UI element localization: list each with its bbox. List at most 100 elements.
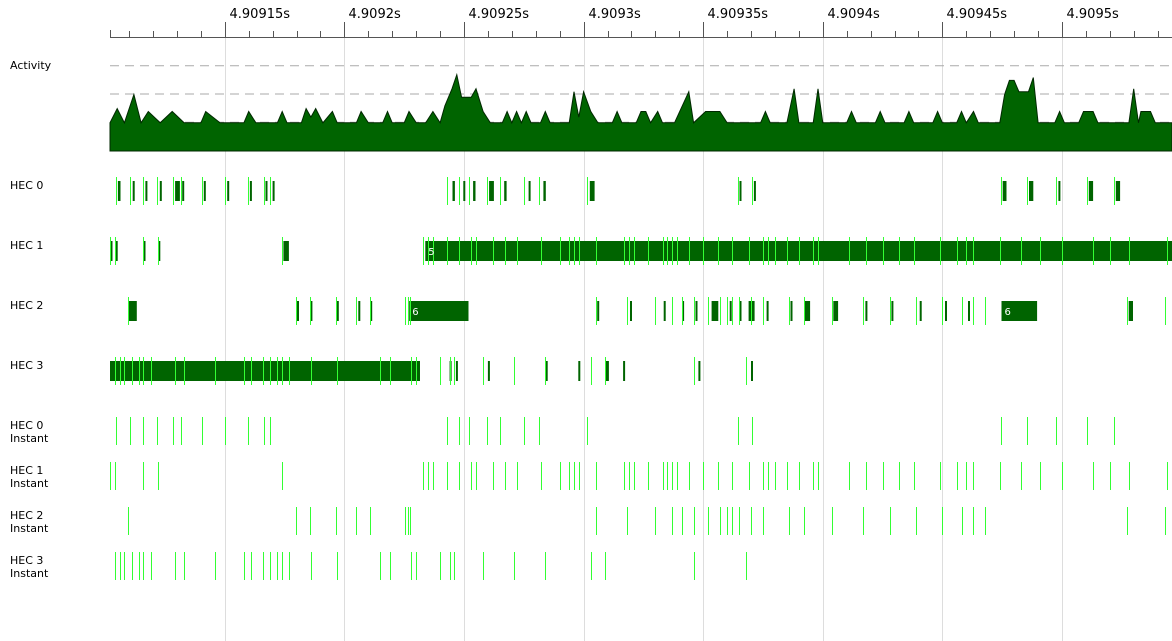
event-bar[interactable]	[528, 181, 531, 201]
event-bar[interactable]	[227, 181, 230, 201]
ruler-tick-label: 4.90915s	[230, 7, 291, 22]
event-bar[interactable]	[370, 301, 373, 321]
event-bar[interactable]	[543, 181, 546, 201]
event-bar[interactable]	[455, 361, 458, 381]
event-bar[interactable]	[623, 361, 626, 381]
event-bar[interactable]	[145, 181, 148, 201]
row-label-hec1-instant: HEC 1	[10, 464, 43, 477]
track-hec0	[116, 177, 1121, 205]
row-label-hec0-instant: HEC 0	[10, 419, 43, 432]
event-bar[interactable]	[272, 181, 275, 201]
event-bar[interactable]	[1002, 181, 1007, 201]
event-bar[interactable]	[695, 301, 698, 321]
event-bar[interactable]	[128, 301, 137, 321]
event-bar[interactable]	[1001, 301, 1038, 321]
hec-tracks: 56 6	[110, 177, 1172, 580]
row-sublabel-hec1-instant: Instant	[10, 477, 49, 490]
event-bar[interactable]	[452, 181, 455, 201]
event-bar[interactable]	[463, 181, 466, 201]
event-bar[interactable]	[1128, 301, 1133, 321]
event-bar[interactable]	[297, 301, 299, 321]
event-bar[interactable]	[766, 301, 769, 321]
ruler-tick-label: 4.9094s	[828, 7, 880, 22]
event-bar[interactable]	[739, 181, 742, 201]
event-bar[interactable]	[1088, 181, 1094, 201]
event-bar[interactable]	[115, 241, 118, 261]
event-bar[interactable]	[1058, 181, 1061, 201]
event-bar[interactable]	[833, 301, 839, 321]
row-label-activity: Activity	[10, 59, 52, 72]
ruler-tick-label: 4.9093s	[589, 7, 641, 22]
row-label-hec2: HEC 2	[10, 299, 43, 312]
event-bar[interactable]	[605, 361, 609, 381]
track-hec1: 5	[110, 237, 1172, 265]
event-bar[interactable]	[804, 301, 811, 321]
event-bar[interactable]	[409, 301, 469, 321]
event-bar[interactable]	[143, 241, 146, 261]
ruler-tick-label: 4.9092s	[349, 7, 401, 22]
ruler-tick-label: 4.90945s	[947, 7, 1008, 22]
event-bar[interactable]	[790, 301, 793, 321]
event-bar[interactable]	[597, 301, 600, 321]
row-label-hec2-instant: HEC 2	[10, 509, 43, 522]
event-bar[interactable]	[663, 301, 666, 321]
event-bar[interactable]	[711, 301, 719, 321]
ruler-tick-label: 4.90935s	[708, 7, 769, 22]
ruler-tick-label: 4.90925s	[469, 7, 530, 22]
row-label-hec1: HEC 1	[10, 239, 43, 252]
event-bar[interactable]	[739, 301, 742, 321]
event-bar[interactable]	[158, 241, 161, 261]
event-bar[interactable]	[175, 181, 180, 201]
event-bar[interactable]	[159, 181, 162, 201]
time-ruler[interactable]: 4.90915s 4.9092s 4.90925s 4.9093s 4.90935s 4.…	[110, 7, 1172, 38]
event-bar[interactable]	[751, 361, 753, 381]
event-bar[interactable]	[283, 241, 289, 261]
event-bar[interactable]	[865, 301, 868, 321]
event-bar[interactable]	[698, 361, 701, 381]
event-bar[interactable]	[310, 301, 313, 321]
event-bar[interactable]	[919, 301, 922, 321]
event-bar[interactable]	[117, 181, 121, 201]
event-bar[interactable]	[425, 241, 1172, 261]
row-sublabel-hec2-instant: Instant	[10, 522, 49, 535]
event-bar[interactable]	[203, 181, 206, 201]
event-bar[interactable]	[358, 301, 361, 321]
event-bar[interactable]	[487, 361, 490, 381]
ruler-tick-label: 4.9095s	[1067, 7, 1119, 22]
event-bar[interactable]	[132, 181, 135, 201]
event-bar[interactable]	[249, 181, 252, 201]
bar-count-label: 6	[1005, 307, 1011, 318]
event-bar[interactable]	[1029, 181, 1034, 201]
event-bar[interactable]	[1115, 181, 1121, 201]
event-bar[interactable]	[578, 361, 581, 381]
event-bar[interactable]	[489, 181, 494, 201]
event-bar[interactable]	[891, 301, 894, 321]
track-hec0-instant	[116, 417, 1115, 445]
event-bar[interactable]	[630, 301, 632, 321]
event-bar[interactable]	[589, 181, 595, 201]
event-bar[interactable]	[473, 181, 476, 201]
activity-area	[109, 72, 1172, 152]
event-bar[interactable]	[265, 181, 268, 201]
row-label-hec3: HEC 3	[10, 359, 43, 372]
event-bar[interactable]	[682, 301, 685, 321]
event-bar[interactable]	[182, 181, 185, 201]
event-bar[interactable]	[545, 361, 548, 381]
bar-count-label: 6	[412, 307, 418, 318]
event-bar[interactable]	[110, 361, 420, 381]
track-hec1-instant	[110, 462, 1168, 490]
row-sublabel-hec3-instant: Instant	[10, 567, 49, 580]
event-bar[interactable]	[729, 301, 732, 321]
event-bar[interactable]	[336, 301, 339, 321]
event-bar[interactable]	[968, 301, 970, 321]
activity-graph	[109, 65, 1172, 152]
event-bar[interactable]	[110, 241, 113, 261]
event-bar[interactable]	[753, 181, 756, 201]
event-bar[interactable]	[945, 301, 947, 321]
track-hec3-instant	[115, 552, 747, 580]
event-bar[interactable]	[504, 181, 507, 201]
bar-count-label: 5	[428, 247, 434, 258]
